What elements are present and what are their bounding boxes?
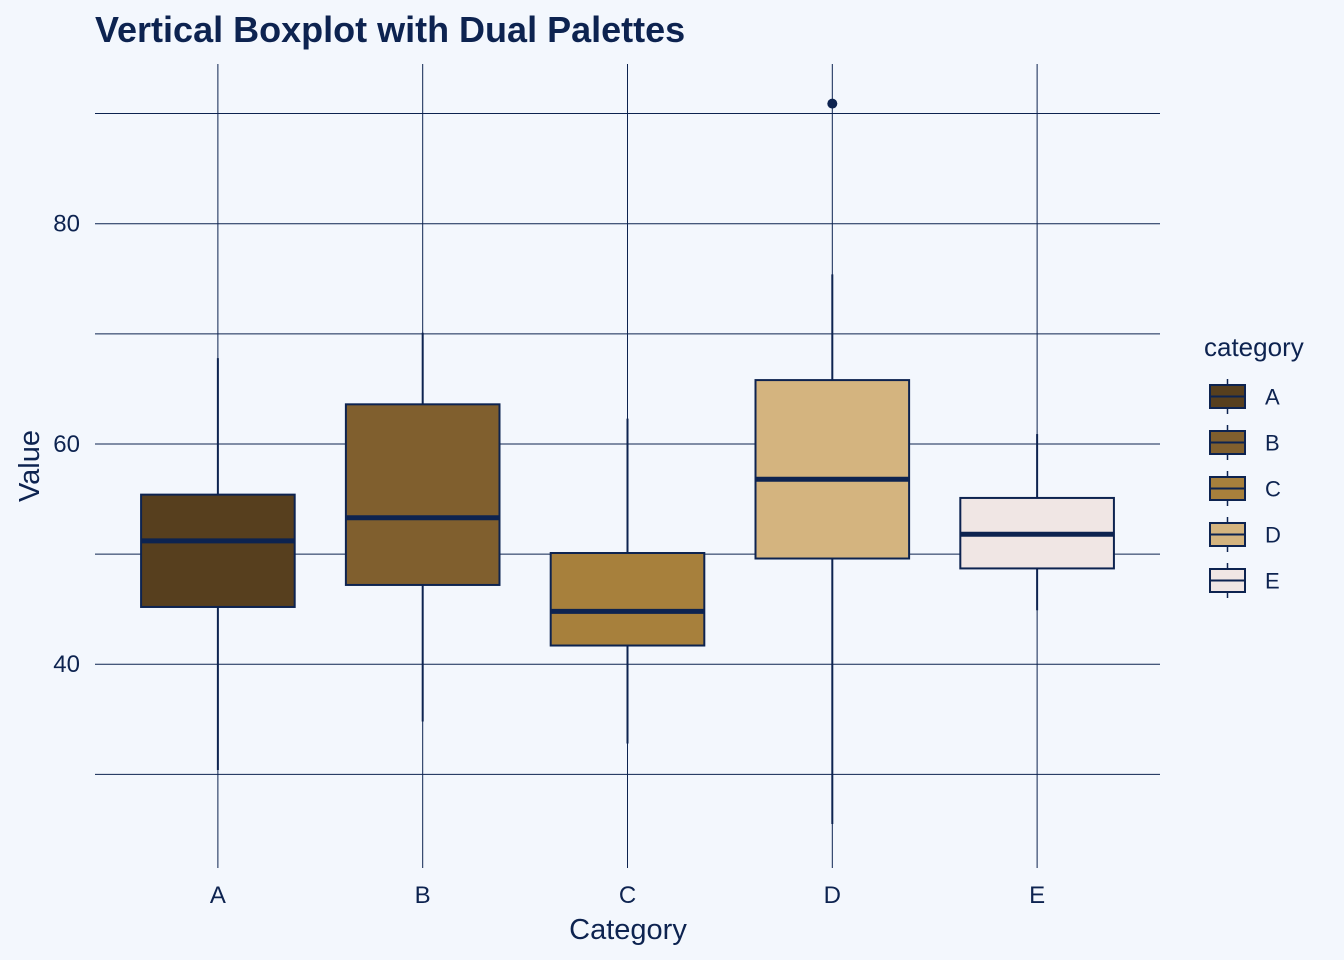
y-tick-label: 80 [53, 211, 80, 238]
legend-label: A [1265, 385, 1280, 410]
y-tick-label: 60 [53, 431, 80, 458]
x-tick-label: B [415, 882, 431, 909]
chart-title: Vertical Boxplot with Dual Palettes [95, 9, 685, 50]
box-body [140, 493, 296, 608]
x-tick-label: C [619, 882, 636, 909]
legend-label: B [1265, 431, 1280, 456]
x-tick-label: D [824, 882, 841, 909]
legend-title: category [1204, 332, 1304, 362]
legend-item-A: A [1209, 379, 1280, 414]
x-tick-labels: A B C D E [210, 882, 1045, 909]
y-axis-title: Value [14, 430, 46, 502]
boxes [140, 98, 1115, 824]
legend-label: E [1265, 569, 1280, 594]
x-axis-title: Category [569, 914, 687, 946]
box-E [959, 434, 1115, 611]
box-A [140, 358, 296, 770]
legend-item-B: B [1209, 425, 1280, 460]
legend-item-E: E [1209, 563, 1280, 598]
x-tick-label: E [1029, 882, 1045, 909]
legend-item-C: C [1209, 471, 1281, 506]
legend-label: D [1265, 523, 1281, 548]
legend-label: C [1265, 477, 1281, 502]
legend-item-D: D [1209, 517, 1281, 552]
outlier-point [827, 98, 838, 109]
x-tick-label: A [210, 882, 226, 909]
box-D [754, 98, 911, 824]
box-B [344, 332, 501, 722]
y-tick-labels: 40 60 80 [53, 211, 80, 679]
box-body [549, 552, 706, 647]
y-tick-label: 40 [53, 651, 80, 678]
box-C [549, 418, 706, 744]
box-body [754, 379, 911, 560]
box-body [344, 403, 501, 586]
